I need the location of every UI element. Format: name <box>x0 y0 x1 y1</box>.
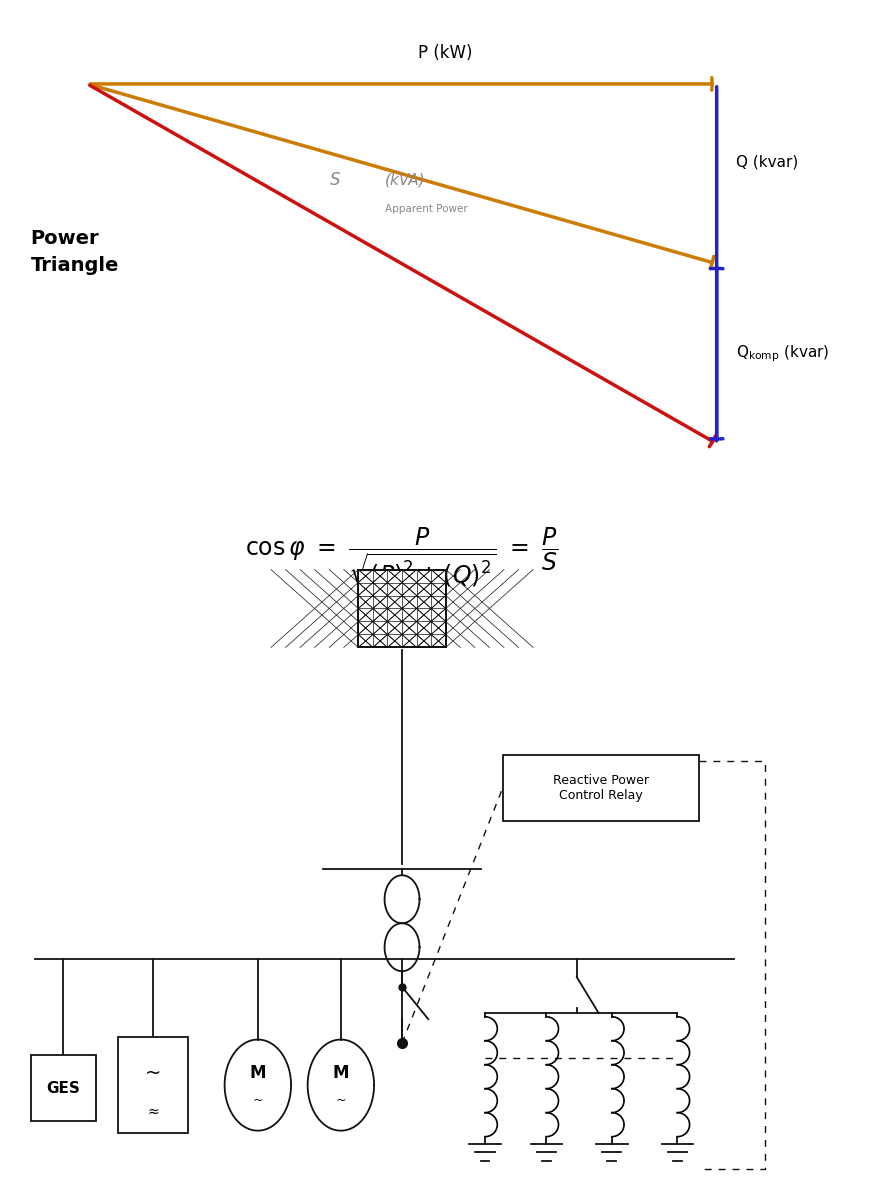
Text: Apparent Power: Apparent Power <box>385 204 468 213</box>
Text: (kVA): (kVA) <box>385 173 425 187</box>
Text: ~: ~ <box>145 1064 161 1083</box>
Text: Q (kvar): Q (kvar) <box>736 155 798 169</box>
Text: ~: ~ <box>253 1095 263 1107</box>
Text: ~: ~ <box>336 1095 346 1107</box>
Text: M: M <box>250 1064 266 1083</box>
Text: GES: GES <box>46 1080 80 1096</box>
Text: Q$_{\sf komp}$ (kvar): Q$_{\sf komp}$ (kvar) <box>736 343 829 364</box>
Text: $\cos\varphi\ =\ \dfrac{P}{\sqrt{(P)^2 + (Q)^2}}\ =\ \dfrac{P}{S}$: $\cos\varphi\ =\ \dfrac{P}{\sqrt{(P)^2 +… <box>246 525 558 590</box>
Bar <box>503 755 699 821</box>
Text: P (kW): P (kW) <box>419 44 473 62</box>
Bar <box>358 570 446 647</box>
Bar <box>118 1037 188 1133</box>
Text: Reactive Power
Control Relay: Reactive Power Control Relay <box>553 775 649 802</box>
Bar <box>358 570 446 647</box>
Text: M: M <box>333 1064 349 1083</box>
Bar <box>31 1055 96 1121</box>
Text: ≈: ≈ <box>147 1104 159 1119</box>
Text: Power
Triangle: Power Triangle <box>31 229 119 275</box>
Text: S: S <box>330 170 341 189</box>
